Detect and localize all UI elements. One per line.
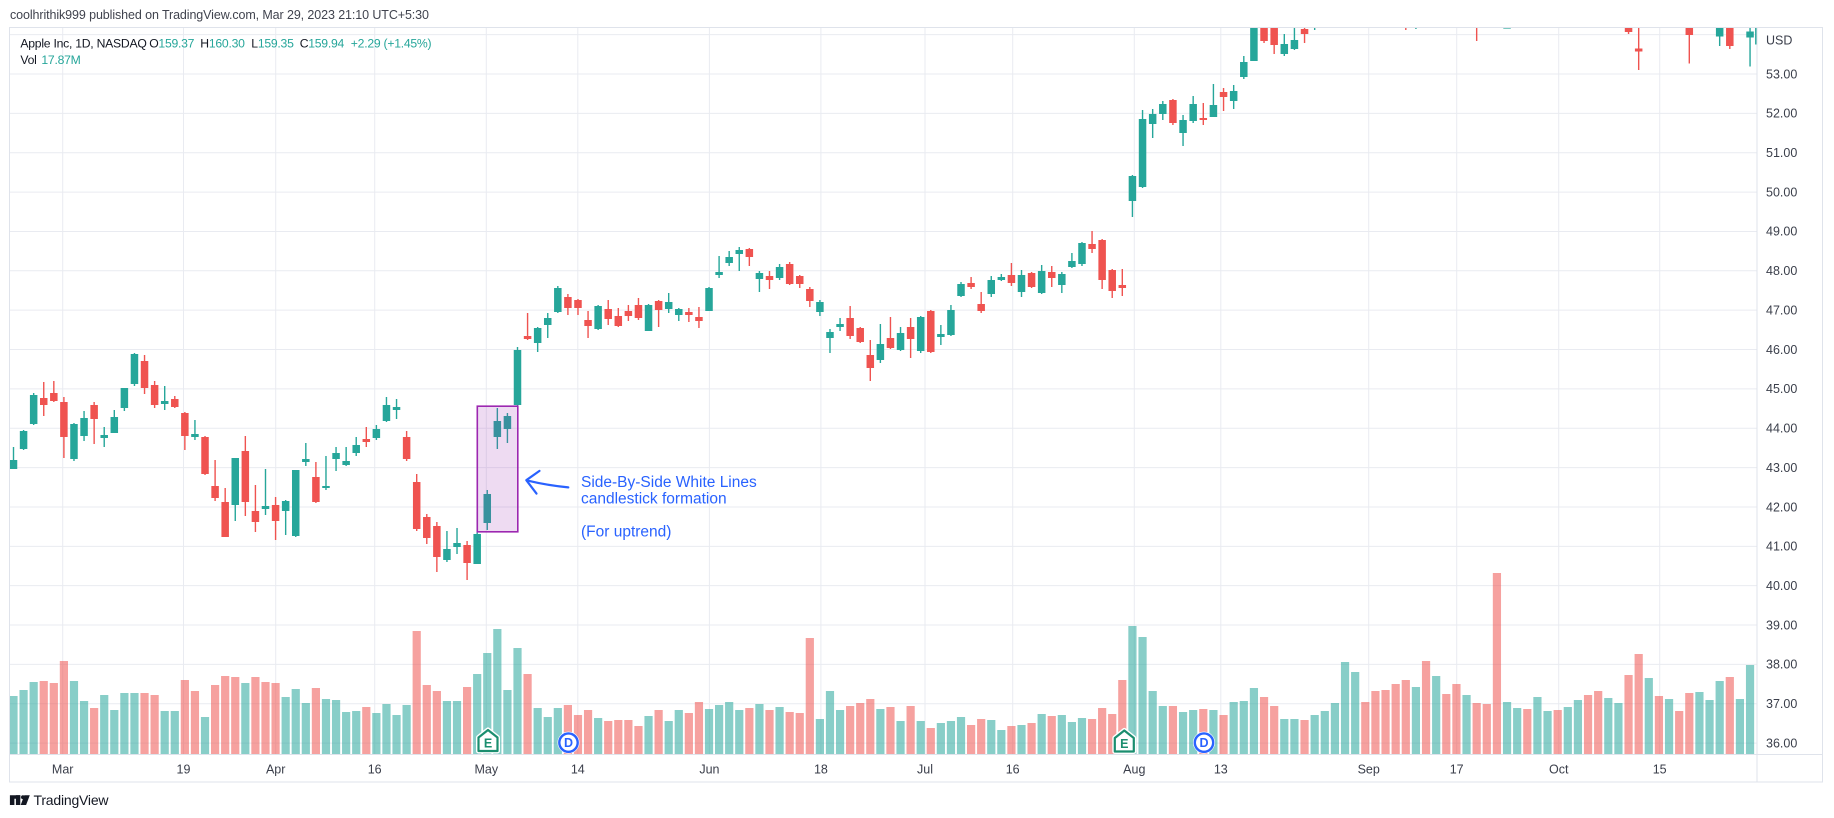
svg-text:USD: USD [1766, 34, 1792, 48]
svg-text:46.00: 46.00 [1766, 343, 1797, 357]
svg-text:17.87M: 17.87M [41, 53, 80, 67]
svg-text:16: 16 [368, 763, 382, 777]
svg-text:TradingView: TradingView [34, 792, 110, 808]
svg-text:Apr: Apr [266, 763, 285, 777]
svg-text:Oct: Oct [1549, 763, 1569, 777]
svg-text:47.00: 47.00 [1766, 304, 1797, 318]
svg-text:49.00: 49.00 [1766, 225, 1797, 239]
svg-text:Aug: Aug [1123, 763, 1145, 777]
svg-text:candlestick formation: candlestick formation [581, 491, 727, 508]
svg-text:Jul: Jul [917, 763, 933, 777]
svg-text:40.00: 40.00 [1766, 579, 1797, 593]
svg-text:H160.30: H160.30 [200, 37, 245, 51]
svg-text:37.00: 37.00 [1766, 697, 1797, 711]
svg-text:14: 14 [571, 763, 585, 777]
svg-text:L159.35: L159.35 [251, 37, 294, 51]
svg-text:43.00: 43.00 [1766, 461, 1797, 475]
svg-text:15: 15 [1653, 763, 1667, 777]
svg-text:E: E [1120, 737, 1128, 751]
svg-text:Mar: Mar [52, 763, 74, 777]
svg-text:D: D [1199, 736, 1208, 750]
svg-text:48.00: 48.00 [1766, 264, 1797, 278]
svg-text:42.00: 42.00 [1766, 500, 1797, 514]
svg-text:39.00: 39.00 [1766, 618, 1797, 632]
svg-text:44.00: 44.00 [1766, 422, 1797, 436]
svg-text:coolhrithik999 published on Tr: coolhrithik999 published on TradingView.… [10, 8, 429, 22]
svg-text:(For uptrend): (For uptrend) [581, 524, 671, 541]
svg-text:Jun: Jun [699, 763, 719, 777]
svg-text:50.00: 50.00 [1766, 185, 1797, 199]
svg-text:18: 18 [814, 763, 828, 777]
svg-text:19: 19 [177, 763, 191, 777]
svg-text:Vol: Vol [20, 53, 36, 67]
svg-text:51.00: 51.00 [1766, 146, 1797, 160]
svg-text:41.00: 41.00 [1766, 540, 1797, 554]
svg-text:Sep: Sep [1358, 763, 1380, 777]
svg-text:45.00: 45.00 [1766, 382, 1797, 396]
svg-text:C159.94: C159.94 [300, 37, 345, 51]
svg-text:May: May [474, 763, 498, 777]
svg-text:38.00: 38.00 [1766, 658, 1797, 672]
svg-text:13: 13 [1214, 763, 1228, 777]
svg-text:16: 16 [1006, 763, 1020, 777]
svg-text:D: D [564, 736, 573, 750]
svg-text:53.00: 53.00 [1766, 67, 1797, 81]
svg-text:O159.37: O159.37 [149, 37, 194, 51]
svg-text:Apple Inc, 1D, NASDAQ: Apple Inc, 1D, NASDAQ [20, 37, 146, 51]
svg-text:36.00: 36.00 [1766, 736, 1797, 750]
svg-text:Side-By-Side White Lines: Side-By-Side White Lines [581, 474, 757, 491]
svg-text:E: E [484, 737, 492, 751]
svg-text:+2.29 (+1.45%): +2.29 (+1.45%) [351, 37, 432, 51]
svg-text:52.00: 52.00 [1766, 107, 1797, 121]
svg-text:17: 17 [1450, 763, 1464, 777]
